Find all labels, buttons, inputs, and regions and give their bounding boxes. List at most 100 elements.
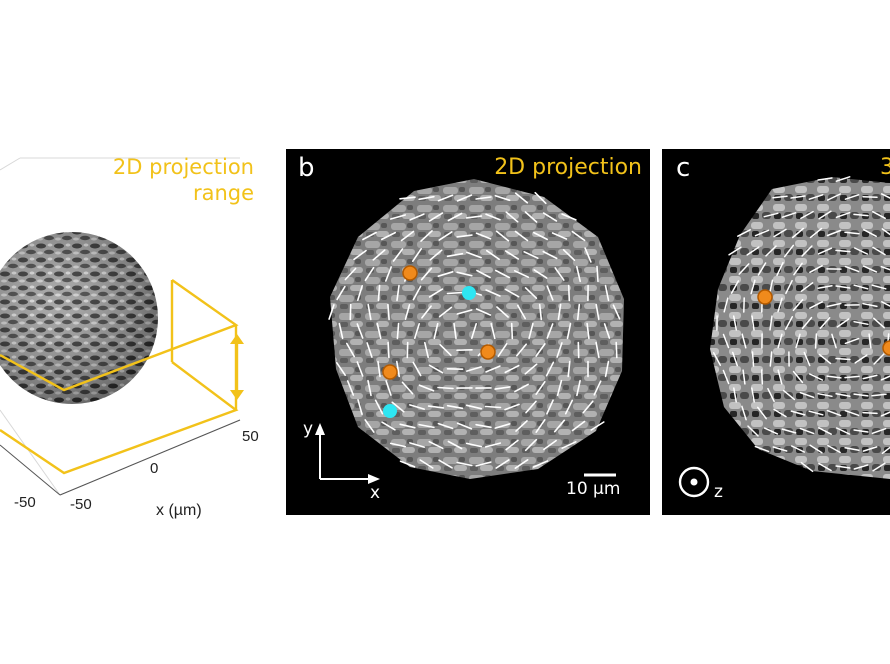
director-c-segment bbox=[754, 445, 770, 453]
director-b-segment bbox=[453, 322, 457, 340]
director-b-segment bbox=[437, 194, 454, 202]
director-b-segment bbox=[338, 322, 344, 340]
director-c-segment bbox=[712, 352, 722, 366]
director-b-segment bbox=[524, 438, 538, 452]
director-b-segment bbox=[356, 323, 364, 339]
director-b-segment bbox=[466, 366, 482, 372]
director-c-segment bbox=[801, 316, 813, 330]
director-c-segment bbox=[809, 227, 823, 239]
director-b-segment bbox=[420, 230, 433, 242]
director-c-segment bbox=[818, 210, 832, 220]
director-c-segment bbox=[826, 375, 842, 379]
director-c-segment bbox=[808, 194, 824, 200]
director-b-segment bbox=[396, 360, 400, 378]
x-tick-0: 0 bbox=[150, 460, 159, 477]
director-b-segment bbox=[567, 360, 571, 378]
director-b-segment bbox=[396, 284, 400, 302]
director-b-segment bbox=[476, 269, 491, 279]
director-b-segment bbox=[381, 421, 396, 431]
scale-bar-label: 10 µm bbox=[566, 479, 621, 499]
director-b-segment bbox=[344, 267, 357, 281]
director-b-segment bbox=[575, 265, 582, 283]
director-b-segment bbox=[418, 195, 435, 201]
director-b-segment bbox=[465, 404, 483, 410]
director-c-segment bbox=[836, 318, 850, 328]
director-c-segment bbox=[769, 315, 773, 331]
director-b-segment bbox=[513, 270, 530, 278]
director-b-segment bbox=[357, 285, 363, 301]
director-b-segment bbox=[438, 459, 453, 469]
director-b-segment bbox=[604, 284, 610, 302]
director-c-segment bbox=[835, 176, 851, 182]
y-axis-line bbox=[0, 444, 61, 496]
director-b-segment bbox=[475, 423, 492, 429]
director-c-segment bbox=[862, 302, 878, 308]
director-b-segment bbox=[484, 442, 502, 448]
director-b-segment bbox=[505, 211, 519, 223]
cell-3d-sphere-c bbox=[710, 177, 890, 479]
director-b-segment bbox=[404, 304, 411, 320]
director-b-segment bbox=[504, 364, 520, 374]
director-b-segment bbox=[345, 342, 355, 358]
director-c-segment bbox=[844, 337, 860, 345]
director-b-segment bbox=[524, 287, 538, 299]
director-b-segment bbox=[516, 343, 527, 357]
director-c-segment bbox=[795, 333, 801, 349]
director-b-segment bbox=[532, 460, 549, 468]
director-b-segment bbox=[557, 303, 562, 321]
director-b-segment bbox=[590, 421, 605, 431]
director-c-segment bbox=[784, 316, 794, 330]
director-b-segment bbox=[420, 267, 433, 281]
director-c-segment bbox=[767, 387, 775, 403]
director-b-segment bbox=[428, 364, 444, 374]
director-c-segment bbox=[737, 229, 751, 237]
director-b-segment bbox=[604, 360, 610, 378]
director-b-segment bbox=[374, 399, 384, 415]
director-b-segment bbox=[596, 265, 599, 283]
z-axis-label: z bbox=[714, 482, 723, 502]
director-c-segment bbox=[792, 298, 804, 312]
director-b-segment bbox=[514, 230, 529, 242]
director-b-segment bbox=[485, 213, 501, 221]
director-c-segment bbox=[844, 194, 860, 200]
director-c-segment bbox=[817, 247, 833, 255]
director-c-segment bbox=[862, 411, 878, 415]
director-b-segment bbox=[475, 232, 492, 240]
director-b-segment bbox=[514, 383, 529, 393]
director-c-segment bbox=[853, 284, 869, 290]
director-c-segment bbox=[818, 427, 832, 435]
director-c-segment bbox=[754, 229, 770, 237]
director-b-segment bbox=[437, 386, 454, 390]
director-c-segment bbox=[733, 387, 737, 403]
x-axis-label-b: x bbox=[370, 483, 381, 503]
director-c-segment bbox=[853, 429, 869, 433]
director-c-segment bbox=[817, 177, 833, 181]
director-c-segment bbox=[757, 262, 767, 276]
director-b-segment bbox=[612, 304, 621, 320]
director-b-segment bbox=[538, 303, 543, 321]
director-c-segment bbox=[844, 231, 860, 235]
director-c-segment bbox=[808, 373, 824, 381]
director-b-segment bbox=[534, 191, 547, 205]
x-axis-label: x (µm) bbox=[156, 502, 202, 519]
director-b-segment bbox=[412, 248, 422, 262]
director-b-segment bbox=[446, 404, 464, 410]
director-b-segment bbox=[456, 422, 473, 430]
director-b-segment bbox=[409, 213, 425, 221]
director-b-segment bbox=[475, 196, 492, 200]
defect-cyan-1 bbox=[462, 286, 476, 300]
director-b-segment bbox=[456, 309, 473, 315]
director-b-segment bbox=[377, 360, 381, 378]
director-c-segment bbox=[808, 410, 824, 416]
director-c-segment bbox=[800, 282, 814, 292]
defect-orange-c2 bbox=[882, 340, 890, 356]
director-b-segment bbox=[387, 341, 390, 359]
director-c-segment bbox=[844, 265, 860, 273]
director-b-segment bbox=[437, 271, 454, 277]
director-c-segment bbox=[826, 193, 842, 201]
defect-orange-3 bbox=[382, 364, 398, 380]
defect-orange-1 bbox=[402, 265, 418, 281]
director-b-segment bbox=[615, 341, 618, 359]
director-c-segment bbox=[853, 464, 869, 470]
director-c-segment bbox=[747, 425, 759, 437]
